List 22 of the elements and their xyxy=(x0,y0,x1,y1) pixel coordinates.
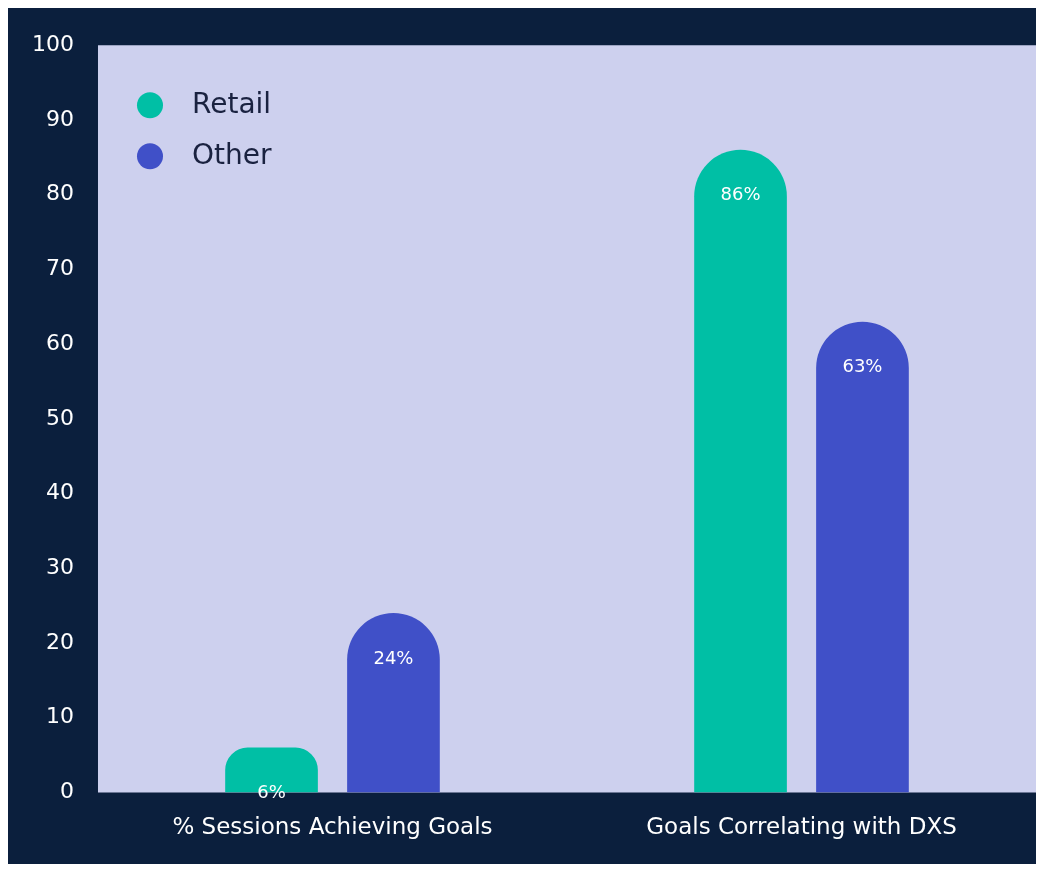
y-tick-label: 100 xyxy=(31,30,74,56)
legend-label: Retail xyxy=(191,87,272,121)
bar xyxy=(694,149,787,793)
data-label: 6% xyxy=(257,781,286,803)
y-tick-label: 50 xyxy=(45,404,74,430)
y-tick-label: 40 xyxy=(45,479,74,505)
y-tick-label: 30 xyxy=(45,553,74,579)
legend-label: Other xyxy=(191,138,272,172)
bar xyxy=(816,321,909,793)
bar xyxy=(347,613,440,793)
x-tick-label: Goals Correlating with DXS xyxy=(646,813,957,840)
data-label: 86% xyxy=(720,183,761,205)
x-tick-label: % Sessions Achieving Goals xyxy=(172,813,493,840)
y-tick-label: 90 xyxy=(45,105,74,131)
y-tick-label: 60 xyxy=(45,329,74,355)
y-tick-label: 20 xyxy=(45,628,74,654)
y-tick-label: 0 xyxy=(59,778,74,804)
y-tick-label: 70 xyxy=(45,255,74,281)
y-tick-label: 80 xyxy=(45,180,74,206)
data-label: 63% xyxy=(842,355,883,377)
data-label: 24% xyxy=(373,646,414,668)
y-tick-label: 10 xyxy=(45,703,74,729)
